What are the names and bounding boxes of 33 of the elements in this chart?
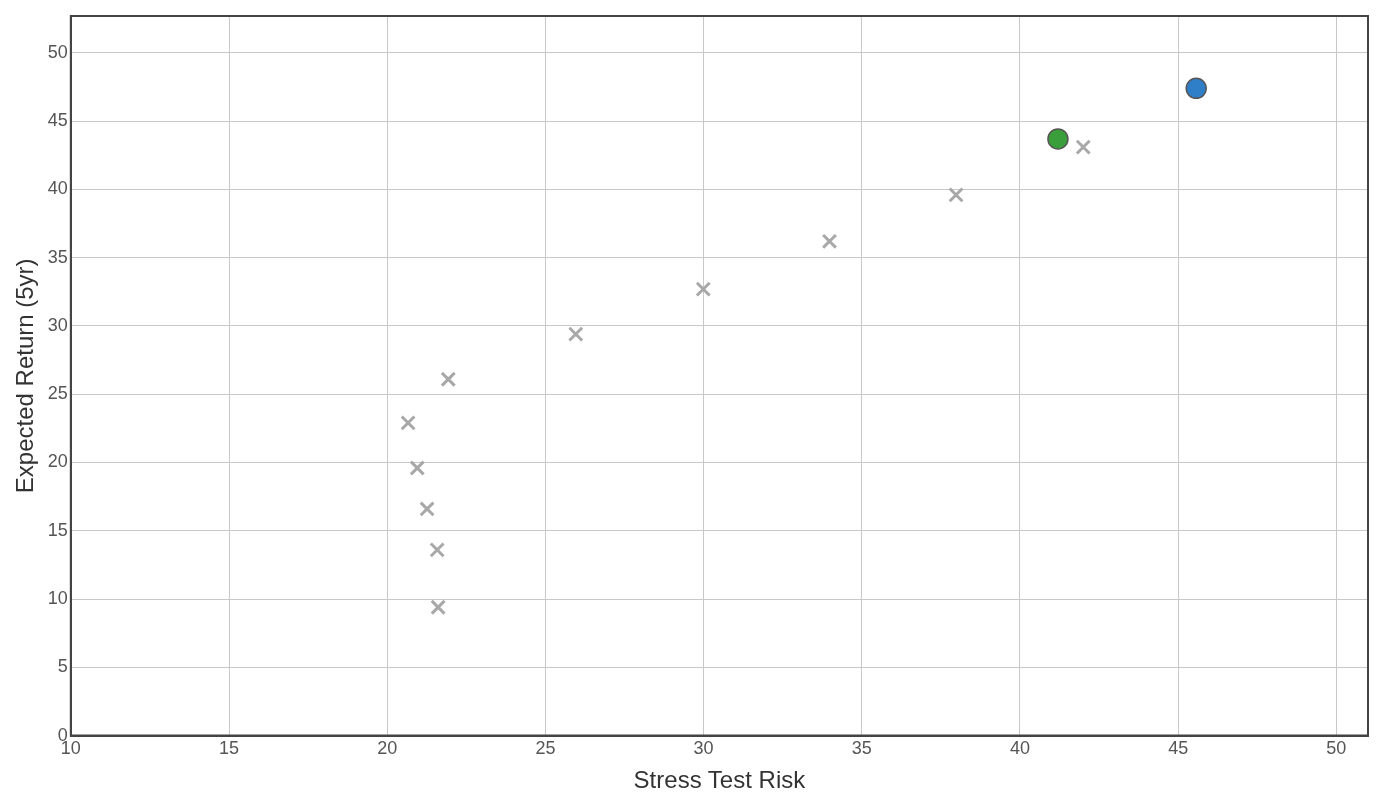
point — [695, 281, 712, 297]
point — [1075, 139, 1092, 155]
y-tick-label: 15 — [47, 519, 68, 540]
y-tick-label: 20 — [47, 451, 68, 472]
x-axis-title: Stress Test Risk — [633, 766, 807, 794]
x-tick-label: 20 — [377, 738, 398, 759]
y-tick-label: 40 — [47, 178, 68, 199]
x-tick-label: 40 — [1009, 738, 1030, 759]
y-tick-label: 50 — [47, 41, 68, 62]
point — [430, 599, 447, 616]
point — [1185, 77, 1207, 100]
y-tick-label: 45 — [47, 110, 68, 131]
y-tick-label: 10 — [47, 588, 68, 609]
point — [1047, 128, 1069, 150]
point — [429, 542, 446, 558]
x-tick-label: 30 — [693, 738, 714, 759]
y-tick-label: 25 — [47, 383, 68, 404]
y-tick-label: 35 — [47, 246, 68, 267]
point — [440, 371, 457, 388]
y-axis-title: Expected Return (5yr) — [11, 258, 39, 494]
point — [567, 326, 584, 343]
point — [409, 460, 426, 476]
x-tick-label: 45 — [1168, 738, 1189, 759]
x-tick-label: 15 — [219, 738, 240, 759]
point — [419, 501, 435, 517]
point — [948, 187, 964, 203]
point — [821, 233, 838, 250]
x-tick-label: 35 — [851, 738, 872, 759]
y-tick-label: 30 — [47, 314, 68, 335]
x-tick-label: 25 — [535, 738, 556, 759]
point — [400, 415, 416, 431]
y-tick-label: 5 — [57, 656, 68, 677]
x-tick-label: 50 — [1326, 738, 1347, 759]
